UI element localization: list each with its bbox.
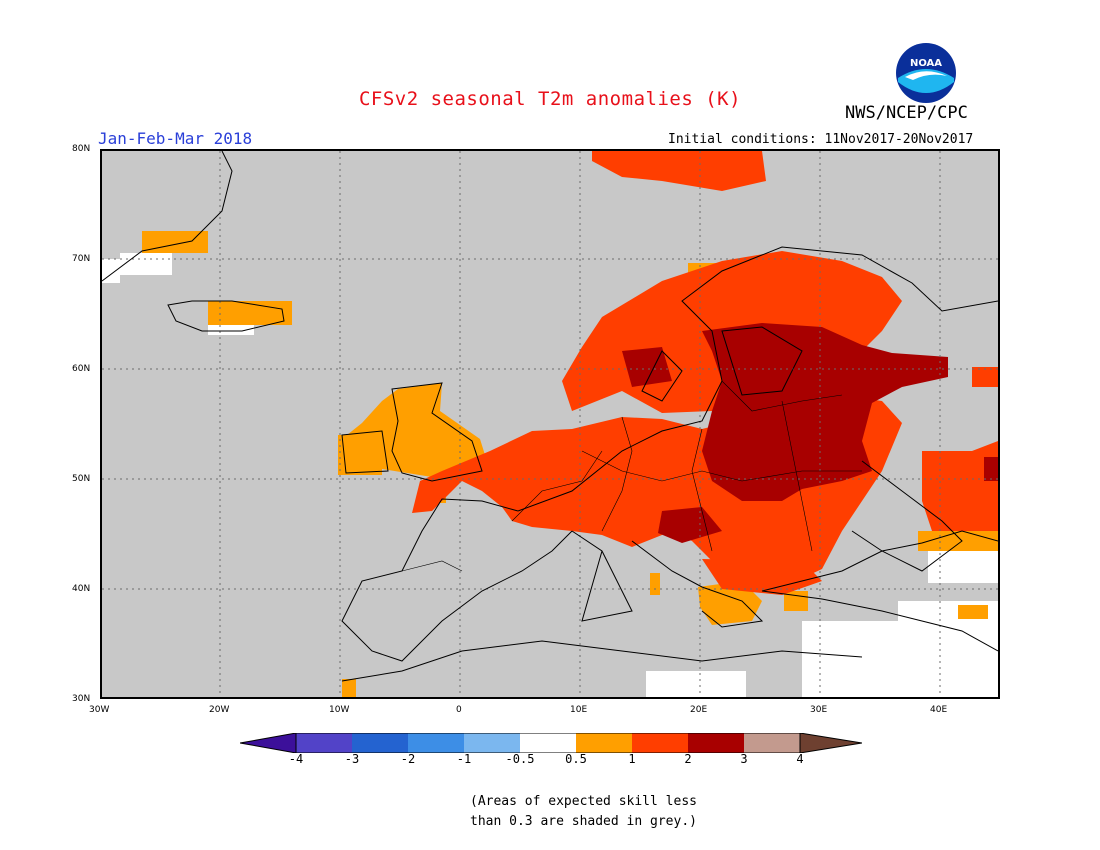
legend-swatch <box>520 733 576 753</box>
season-label: Jan-Feb-Mar 2018 <box>98 129 253 148</box>
lon-tick-label: 10W <box>329 705 350 715</box>
legend-tick-label: 1 <box>628 752 636 766</box>
lon-tick-label: 10E <box>570 705 588 715</box>
legend-swatch <box>632 733 688 753</box>
lat-tick-label: 80N <box>72 144 91 154</box>
anomaly-darkred-regions <box>622 323 998 543</box>
lon-tick-label: 30E <box>810 705 828 715</box>
anomaly-map <box>100 149 1000 699</box>
skill-note-line: (Areas of expected skill less <box>470 794 697 809</box>
legend-tick-label: -1 <box>456 752 472 766</box>
skill-note: (Areas of expected skill less than 0.3 a… <box>470 792 697 832</box>
skill-note-line: than 0.3 are shaded in grey.) <box>470 814 697 829</box>
legend-arrow-right <box>800 733 862 753</box>
coastlines <box>102 151 998 682</box>
lon-tick-label: 20W <box>209 705 230 715</box>
map-title: CFSv2 seasonal T2m anomalies (K) <box>358 88 742 110</box>
lon-tick-label: 20E <box>690 705 708 715</box>
lon-tick-label: 0 <box>456 705 462 715</box>
legend-swatch <box>296 733 352 753</box>
graticule <box>102 151 998 697</box>
org-label: NWS/NCEP/CPC <box>845 103 968 123</box>
legend-tick-label: -4 <box>288 752 304 766</box>
legend-swatch <box>576 733 632 753</box>
legend-swatch <box>464 733 520 753</box>
lat-tick-label: 40N <box>72 584 91 594</box>
country-borders <box>401 380 862 572</box>
noaa-logo: NOAA <box>895 42 957 104</box>
legend-tick-label: 3 <box>740 752 748 766</box>
legend-tick-label: -2 <box>400 752 416 766</box>
lat-tick-label: 70N <box>72 254 91 264</box>
legend-tick-label: 0.5 <box>565 752 587 766</box>
legend-tick-label: -3 <box>344 752 360 766</box>
legend-swatch <box>688 733 744 753</box>
logo-text: NOAA <box>910 58 942 69</box>
legend-tick-label: 2 <box>684 752 692 766</box>
lon-tick-label: 40E <box>930 705 948 715</box>
legend-colorbar <box>240 733 862 753</box>
legend-tick-label: 4 <box>796 752 804 766</box>
legend-swatch <box>352 733 408 753</box>
lat-tick-label: 50N <box>72 474 91 484</box>
legend-tick-label: -0.5 <box>505 752 535 766</box>
legend-arrow-left <box>240 733 296 753</box>
lat-tick-label: 30N <box>72 694 91 704</box>
lon-tick-label: 30W <box>89 705 110 715</box>
legend-swatch <box>408 733 464 753</box>
lat-tick-label: 60N <box>72 364 91 374</box>
legend-swatch <box>744 733 800 753</box>
initial-conditions-label: Initial conditions: 11Nov2017-20Nov2017 <box>668 132 974 147</box>
